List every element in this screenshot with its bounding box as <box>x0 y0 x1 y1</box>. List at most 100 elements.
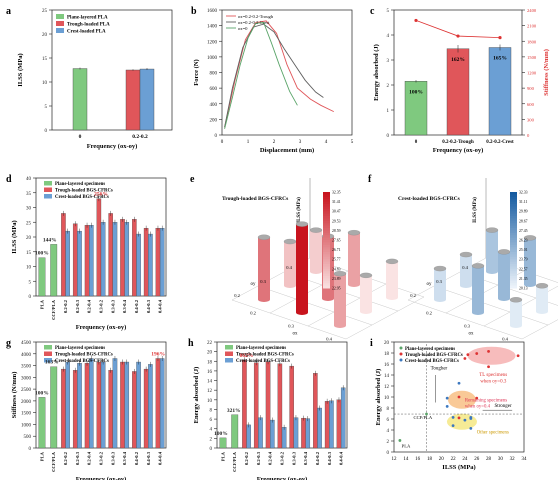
panel-g-bar-trough <box>143 368 149 449</box>
panel-e-colorbar-cell <box>323 208 330 212</box>
panel-d-bar-crest <box>89 225 94 297</box>
panel-f-colorbar-cell <box>510 242 517 246</box>
panel-i-point-crest <box>457 381 461 385</box>
panel-e-colorbar-label: 27.65 <box>332 239 341 243</box>
panel-letter-g: g <box>6 338 11 349</box>
panel-h-x-tick-label: 0.3-0.4 <box>303 451 308 465</box>
panel-e-colorbar-cell <box>323 276 330 279</box>
panel-f-title: Crest-loaded BGS-CFRCs <box>398 196 460 202</box>
panel-c-y-tick-label: 5 <box>387 9 390 14</box>
panel-e-colorbar-cell <box>323 220 330 224</box>
panel-letter-a: a <box>6 6 11 17</box>
panel-f-colorbar-label: 31.11 <box>519 200 528 204</box>
panel-f-colorbar-cell <box>510 218 517 222</box>
panel-f-colorbar-cell <box>510 208 517 212</box>
panel-b-legend-label: ox=0.2-0.2-Trough <box>238 14 274 19</box>
panel-g-bar-crest <box>65 361 70 449</box>
panel-g-bar-crest <box>136 361 141 449</box>
panel-i-point-crest <box>451 424 455 427</box>
panel-f-colorbar-cell <box>510 196 517 200</box>
panel-e-colorbar-cell <box>323 206 330 210</box>
panel-e-colorbar-cell <box>323 271 330 275</box>
panel-h-bar-crest <box>340 387 346 449</box>
panel-h-legend-label: Plane-layered specimens <box>236 346 286 351</box>
panel-f-colorbar-cell <box>510 225 517 229</box>
panel-f-colorbar-label: 29.89 <box>519 210 528 214</box>
panel-letter-c: c <box>370 6 375 17</box>
panel-d-y-tick-label: 15 <box>26 251 32 256</box>
panel-h-bar-trough <box>324 401 330 449</box>
panel-e-bar <box>310 230 322 272</box>
panel-b-series-line <box>224 20 334 128</box>
panel-d-xlabel: Frequency (ox-oy) <box>76 324 127 331</box>
panel-c-y2-tick-label: 600 <box>527 102 535 107</box>
panel-e-bar-base <box>296 310 308 315</box>
panel-h-bar-crest <box>305 418 311 449</box>
panel-g-x-tick-label: PLA <box>39 451 44 461</box>
panel-f-bar-top <box>433 265 447 272</box>
panel-c-x-tick-label: 0.2-0.2-Crest <box>486 140 514 145</box>
panel-d-bar-crest <box>100 222 106 297</box>
panel-h-bar-trough <box>301 417 306 449</box>
panel-f-colorbar-cell <box>510 264 517 267</box>
panel-f-colorbar-cell <box>510 199 517 203</box>
panel-a: a 0 5 10 15 20 25 0 0.2-0.2 Plane-layered PLA Trou… <box>6 6 173 150</box>
panel-letter-f: f <box>368 174 372 185</box>
panel-e-colorbar-cell <box>323 201 330 205</box>
panel-i-point-trough <box>457 395 461 399</box>
panel-g-y-tick-label: 3000 <box>21 376 32 381</box>
panel-i-x-tick-label: 12 <box>392 457 398 462</box>
panel-e-colorbar-cell <box>323 228 330 231</box>
panel-g-legend-swatch <box>44 345 52 350</box>
panel-h-y-tick-label: 20 <box>207 351 213 356</box>
panel-e-colorbar-cell <box>323 216 330 219</box>
panel-i-region-tl <box>467 346 516 365</box>
panel-f-colorbar-cell <box>510 276 517 279</box>
panel-i-x-tick-label: 24 <box>462 457 468 462</box>
panel-f-bar <box>460 254 472 286</box>
panel-e-colorbar-label: 25.77 <box>332 258 341 262</box>
panel-e-colorbar-cell <box>323 259 330 263</box>
panel-g-x-tick-label: CCF/PLA <box>51 451 56 472</box>
panel-i-legend-label: Plane-layered specimens <box>405 347 455 352</box>
panel-h-bar-trough <box>253 362 259 449</box>
panel-h-bar-trough <box>242 359 247 449</box>
panel-c-y-tick-label: 2 <box>387 84 390 89</box>
panel-i-point-trough <box>516 354 520 358</box>
panel-d-bar-crest <box>136 233 141 297</box>
panel-e-colorbar-label: 29.53 <box>332 219 341 223</box>
panel-h-legend-label: Trough-loaded BGS-CFRCs <box>236 353 294 358</box>
panel-a-x-tick-label: 0 <box>79 134 82 140</box>
panel-e-colorbar-cell <box>323 264 330 267</box>
panel-h-y-tick-label: 2 <box>210 437 213 442</box>
panel-h-x-tick-label: 0.2-0.2 <box>244 451 249 465</box>
panel-e-y-tick-label: 0.3 <box>260 279 266 284</box>
panel-i-point-plane <box>398 439 402 442</box>
panel-f-bar-top <box>471 263 485 269</box>
panel-e-bar-base <box>386 295 398 300</box>
panel-g-legend-label: Trough-loaded BGS-CFRCs <box>55 353 113 358</box>
panel-i-point-trough <box>463 357 467 360</box>
panel-c-y2-tick-label: 1200 <box>527 71 537 76</box>
panel-h-y-tick-label: 16 <box>207 370 213 375</box>
panel-f-colorbar-cell <box>510 283 517 287</box>
panel-c-y2-tick-label: 2400 <box>527 8 537 13</box>
panel-e-colorbar-cell <box>323 285 330 289</box>
panel-e-title: Trough-loaded BGS-CFRCs <box>222 196 288 202</box>
panel-i-y-tick-label: 20 <box>384 341 390 346</box>
panel-d-x-tick-label: 0.3-0.2 <box>99 299 104 313</box>
panel-f-y-tick-label: 0.2 <box>410 293 416 298</box>
panel-g-bar-crest <box>89 358 94 449</box>
panel-f-colorbar-cell <box>510 235 517 239</box>
panel-e-bar-top <box>385 258 399 265</box>
panel-g-bar-trough <box>61 368 66 449</box>
panel-f-colorbar-label: 26.23 <box>519 239 528 243</box>
panel-a-legend-label: Trough-loaded PLA <box>67 23 110 28</box>
panel-letter-i: i <box>370 338 373 349</box>
panel-f-bar-top <box>523 235 537 241</box>
panel-a-legend-swatch <box>56 21 64 26</box>
panel-i-text-other: Other specimens <box>477 430 509 435</box>
panel-b-y-tick-label: 600 <box>210 87 218 92</box>
panel-a-x-tick-label: 0.2-0.2 <box>132 134 148 140</box>
panel-d-bar-trough <box>72 223 78 297</box>
